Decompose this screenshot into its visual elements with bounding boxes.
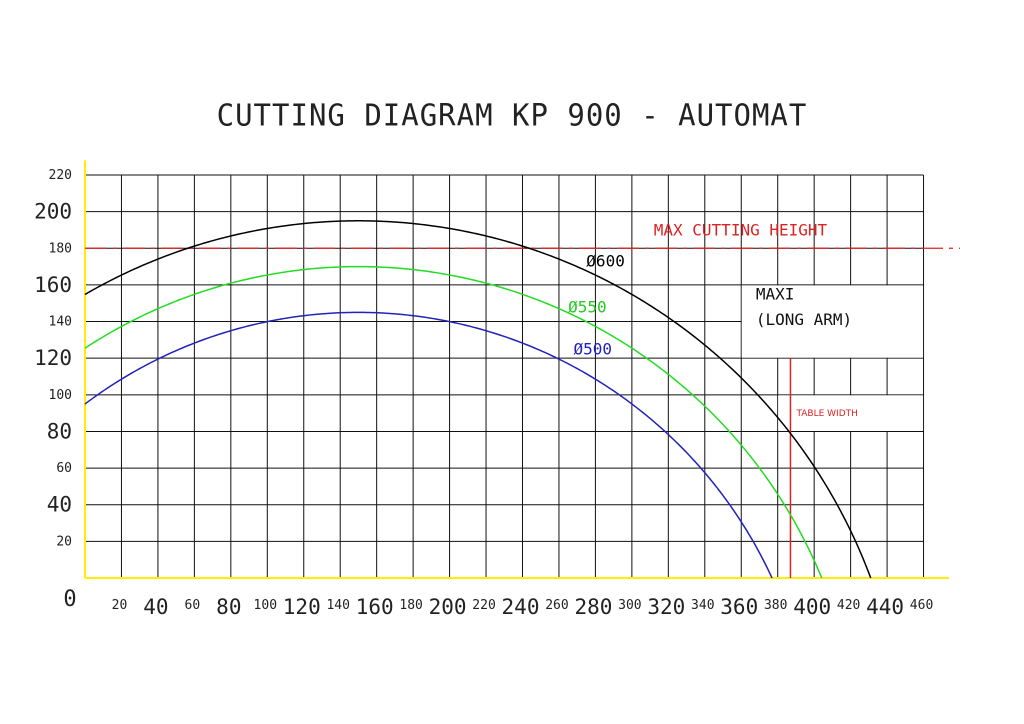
y-tick-label: 60 [56,461,72,476]
series-curves [84,220,872,579]
axes [84,160,950,579]
x-tick-label: 40 [143,595,168,619]
annotation-label: Ø600 [586,252,625,271]
x-tick-label: 380 [764,598,787,613]
x-tick-label: 360 [720,595,758,619]
annotation-label: (LONG ARM) [756,310,852,329]
series-curve-600 [84,220,872,579]
x-tick-label: 80 [216,595,241,619]
x-tick-label: 440 [866,595,904,619]
x-tick-label: 280 [574,595,612,619]
x-tick-label: 180 [399,598,422,613]
x-tick-label: 120 [283,595,321,619]
grid [85,174,925,578]
x-tick-label: 300 [618,598,641,613]
x-tick-label: 0 [63,587,76,612]
x-tick-label: 260 [545,598,568,613]
table-width-box [778,395,924,431]
annotation-label: Ø550 [568,297,607,316]
x-tick-label: 220 [472,598,495,613]
reference-lines: MAX CUTTING HEIGHT TABLE WIDTH [85,220,960,578]
y-tick-label: 200 [34,200,72,224]
x-tick-label: 420 [837,598,860,613]
x-tick-label: 240 [502,595,540,619]
y-tick-label: 180 [49,241,72,256]
x-tick-label: 460 [910,598,933,613]
series-curve-550 [84,265,823,579]
x-tick-label: 140 [326,598,349,613]
annotation-label: MAXI [756,285,795,304]
x-tick-label: 400 [793,595,831,619]
table-width-label: TABLE WIDTH [795,409,857,419]
chart-title: CUTTING DIAGRAM KP 900 - AUTOMAT [216,97,808,133]
annotation-label: Ø500 [574,340,613,359]
y-tick-label: 220 [49,168,72,183]
y-tick-label: 80 [47,419,72,443]
x-tick-label: 100 [254,598,277,613]
y-tick-label: 120 [34,346,72,370]
max-cutting-height-label: MAX CUTTING HEIGHT [654,220,828,239]
x-tick-label: 200 [429,595,467,619]
y-tick-label: 20 [56,534,72,549]
maxi-box [741,285,924,358]
tick-labels: 0 20 40 60 80 100 120 140 160 180 200 220 240 260 280 3… [34,168,933,619]
legend-box-area [741,285,924,431]
series-curve-500 [84,311,773,579]
x-tick-label: 340 [691,598,714,613]
y-tick-label: 160 [34,273,72,297]
x-tick-label: 160 [356,595,394,619]
x-tick-label: 20 [112,598,128,613]
y-tick-label: 100 [49,388,72,403]
annotations: Ø600 Ø550 Ø500 MAXI (LONG ARM) [568,252,852,359]
x-tick-label: 60 [185,598,201,613]
y-tick-label: 40 [47,493,72,517]
y-tick-label: 140 [49,315,72,330]
x-tick-label: 320 [647,595,685,619]
